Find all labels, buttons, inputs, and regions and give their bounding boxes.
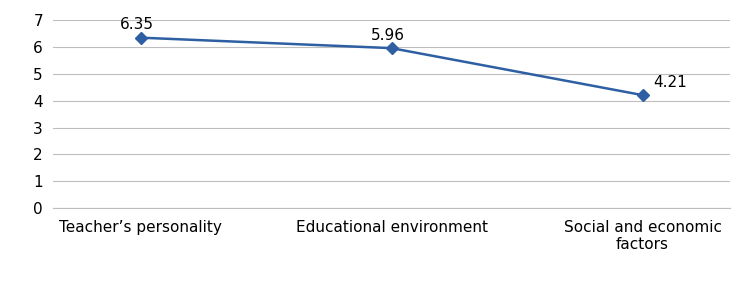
Text: 6.35: 6.35 <box>120 17 154 32</box>
Text: 5.96: 5.96 <box>370 28 404 43</box>
Text: 4.21: 4.21 <box>654 75 687 90</box>
